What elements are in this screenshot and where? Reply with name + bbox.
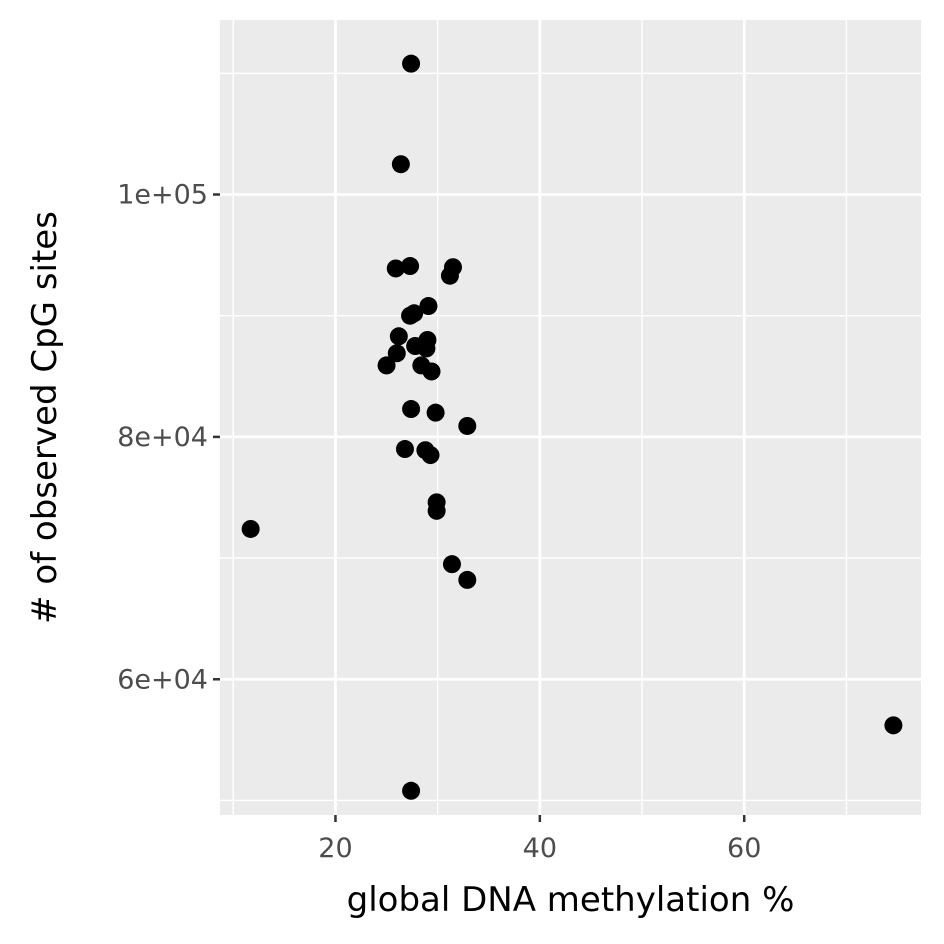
data-point xyxy=(387,344,406,363)
data-point xyxy=(241,519,260,538)
x-tick-label: 60 xyxy=(727,833,761,864)
data-points xyxy=(241,54,903,800)
data-point xyxy=(402,54,421,73)
data-point xyxy=(391,155,410,174)
y-axis-title: # of observed CpG sites xyxy=(25,211,65,624)
data-point xyxy=(402,400,421,419)
data-point xyxy=(402,781,421,800)
y-tick-label: 6e+04 xyxy=(117,664,208,695)
data-point xyxy=(884,716,903,735)
data-point xyxy=(422,362,441,381)
data-point xyxy=(442,555,461,574)
data-point xyxy=(458,570,477,589)
y-tick-label: 8e+04 xyxy=(117,422,208,453)
data-point xyxy=(389,327,408,346)
y-tick-label: 1e+05 xyxy=(117,180,208,211)
data-point xyxy=(426,403,445,422)
data-point xyxy=(421,446,440,465)
x-tick-label: 40 xyxy=(523,833,557,864)
data-point xyxy=(458,416,477,435)
data-point xyxy=(395,440,414,459)
data-point xyxy=(419,297,438,316)
y-axis: 6e+04 8e+04 1e+05 xyxy=(117,180,220,695)
data-point xyxy=(401,306,420,325)
x-axis-title: global DNA methylation % xyxy=(347,880,795,920)
data-point xyxy=(440,266,459,285)
data-point xyxy=(427,501,446,520)
x-tick-label: 20 xyxy=(318,833,352,864)
major-gridlines xyxy=(220,20,921,815)
data-point xyxy=(417,339,436,358)
data-point xyxy=(401,257,420,276)
x-axis: 20 40 60 xyxy=(318,815,761,864)
plot-panel xyxy=(220,20,921,815)
data-point xyxy=(377,356,396,375)
data-point xyxy=(386,259,405,278)
